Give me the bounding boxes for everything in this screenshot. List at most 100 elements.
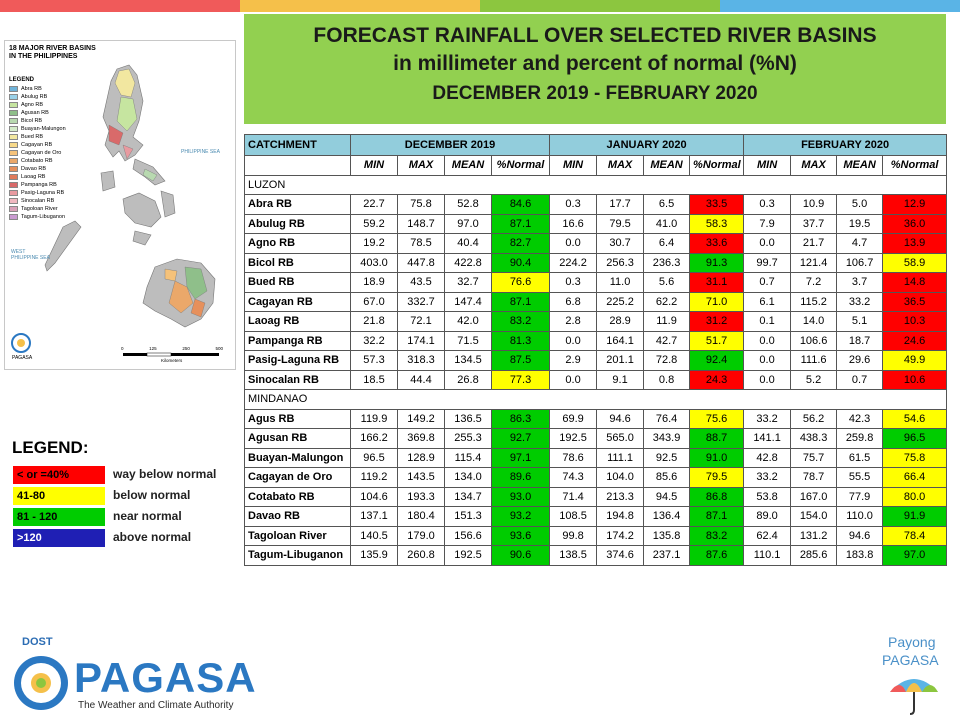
rainfall-cell: 115.2 [790, 291, 838, 312]
payong-pagasa-logo: Payong PAGASA [876, 632, 960, 716]
catchment-header: CATCHMENT [244, 134, 351, 156]
rainfall-cell: 110.0 [836, 506, 884, 527]
percent-normal-cell: 58.3 [689, 213, 745, 234]
percent-normal-cell: 83.2 [490, 311, 551, 332]
stat-header: MEAN [643, 155, 691, 176]
rainfall-cell: 67.0 [350, 291, 398, 312]
map-legend-swatch [9, 214, 18, 220]
basin-name: Cagayan de Oro [244, 467, 351, 488]
pagasa-emblem-icon [14, 656, 68, 710]
map-legend-label: Pampanga RB [21, 182, 57, 188]
rainfall-cell: 0.3 [743, 194, 792, 215]
percent-normal-cell: 36.0 [882, 213, 948, 234]
rainfall-cell: 7.2 [790, 272, 838, 293]
rainfall-cell: 256.3 [596, 252, 645, 273]
rainfall-cell: 136.4 [643, 506, 691, 527]
rainfall-cell: 422.8 [444, 252, 492, 273]
table-row: Agus RB 119.9 149.2 136.5 86.3 69.9 94.6 76.4 75… [244, 408, 948, 429]
basin-name: Sinocalan RB [244, 369, 351, 390]
percent-normal-cell: 31.1 [689, 272, 745, 293]
percent-normal-cell: 87.1 [490, 291, 551, 312]
rainfall-cell: 5.6 [643, 272, 691, 293]
map-legend-label: Abra RB [21, 86, 42, 92]
title-line-2: in millimeter and percent of normal (%N) [393, 52, 797, 75]
percent-normal-cell: 93.2 [490, 506, 551, 527]
philippines-map-icon [11, 64, 219, 357]
percent-normal-cell: 77.3 [490, 369, 551, 390]
map-legend-label: Cagayan de Oro [21, 150, 62, 156]
rainfall-cell: 2.9 [549, 350, 598, 371]
rainfall-cell: 0.0 [743, 369, 792, 390]
table-row: Buayan-Malungon 96.5 128.9 115.4 97.1 78.6 111… [244, 447, 948, 468]
percent-normal-cell: 97.1 [490, 447, 551, 468]
percent-normal-cell: 89.6 [490, 467, 551, 488]
table-row: Agusan RB 166.2 369.8 255.3 92.7 192.5 565.0 34… [244, 428, 948, 449]
percent-normal-cell: 10.6 [882, 369, 948, 390]
rainfall-cell: 108.5 [549, 506, 598, 527]
percent-normal-cell: 24.3 [689, 369, 745, 390]
map-label-philippine-sea: PHILIPPINE SEA [181, 149, 220, 155]
rainfall-cell: 9.1 [596, 369, 645, 390]
percent-normal-cell: 31.2 [689, 311, 745, 332]
rainfall-cell: 374.6 [596, 545, 645, 566]
basin-name: Agno RB [244, 233, 351, 254]
rainfall-cell: 180.4 [397, 506, 445, 527]
rainfall-cell: 61.5 [836, 447, 884, 468]
basin-name: Abulug RB [244, 213, 351, 234]
rainfall-cell: 69.9 [549, 408, 598, 429]
payong-label: Payong [888, 634, 936, 650]
rainfall-cell: 111.6 [790, 350, 838, 371]
legend-swatch: < or =40% [13, 466, 105, 484]
month-header-feb: FEBRUARY 2020 [743, 134, 948, 156]
top-color-bar [0, 0, 960, 12]
stat-header: %Normal [490, 155, 551, 176]
map-legend-label: Agusan RB [21, 110, 49, 116]
rainfall-cell: 119.2 [350, 467, 398, 488]
map-legend-swatch [9, 166, 18, 172]
rainfall-cell: 44.4 [397, 369, 445, 390]
basin-name: Cagayan RB [244, 291, 351, 312]
rainfall-cell: 0.7 [836, 369, 884, 390]
legend-swatch: >120 [13, 529, 105, 547]
top-bar-segment-red [0, 0, 240, 12]
map-legend-label: Cotabato RB [21, 158, 53, 164]
rainfall-cell: 42.7 [643, 330, 691, 351]
month-header-dec: DECEMBER 2019 [349, 134, 551, 156]
table-row: Cotabato RB 104.6 193.3 134.7 93.0 71.4 213.3 9… [244, 486, 948, 507]
rainfall-cell: 5.1 [836, 311, 884, 332]
rainfall-cell: 255.3 [444, 428, 492, 449]
percent-normal-cell: 84.6 [490, 194, 551, 215]
rainfall-cell: 59.2 [350, 213, 398, 234]
title-banner: FORECAST RAINFALL OVER SELECTED RIVER BA… [244, 14, 946, 124]
map-legend-label: Pasig-Laguna RB [21, 190, 65, 196]
percent-normal-cell: 10.3 [882, 311, 948, 332]
region-row: MINDANAO [243, 389, 948, 410]
map-legend-swatch [9, 94, 18, 100]
rainfall-cell: 40.4 [444, 233, 492, 254]
percent-normal-cell: 58.9 [882, 252, 948, 273]
percent-normal-cell: 36.5 [882, 291, 948, 312]
map-legend-swatch [9, 134, 18, 140]
basin-name: Bued RB [244, 272, 351, 293]
map-legend-label: Bicol RB [21, 118, 43, 124]
map-legend-label: Cagayan RB [21, 142, 53, 148]
basin-name: Agusan RB [244, 428, 351, 449]
stat-header: MEAN [836, 155, 884, 176]
rainfall-cell: 22.7 [350, 194, 398, 215]
percent-normal-cell: 87.1 [689, 506, 745, 527]
rainfall-cell: 43.5 [397, 272, 445, 293]
map-legend: Abra RB Abulug RB Agno RB Agusan RB Bicol RB… [9, 85, 66, 221]
map-legend-label: Sinocalan RB [21, 198, 55, 204]
percent-normal-cell: 49.9 [882, 350, 948, 371]
map-legend-swatch [9, 174, 18, 180]
table-row: Abra RB 22.7 75.8 52.8 84.6 0.3 17.7 6.5 33.5 0.3… [244, 194, 948, 215]
legend-item: 81 - 120 near normal [13, 508, 233, 526]
stat-header: MAX [596, 155, 645, 176]
rainfall-cell: 6.8 [549, 291, 598, 312]
map-legend-swatch [9, 102, 18, 108]
map-legend-label: Laoag RB [21, 174, 46, 180]
table-row: Davao RB 137.1 180.4 151.3 93.2 108.5 194.8 136… [244, 506, 948, 527]
rainfall-cell: 0.0 [549, 233, 598, 254]
rainfall-cell: 104.6 [350, 486, 398, 507]
rainfall-cell: 85.6 [643, 467, 691, 488]
